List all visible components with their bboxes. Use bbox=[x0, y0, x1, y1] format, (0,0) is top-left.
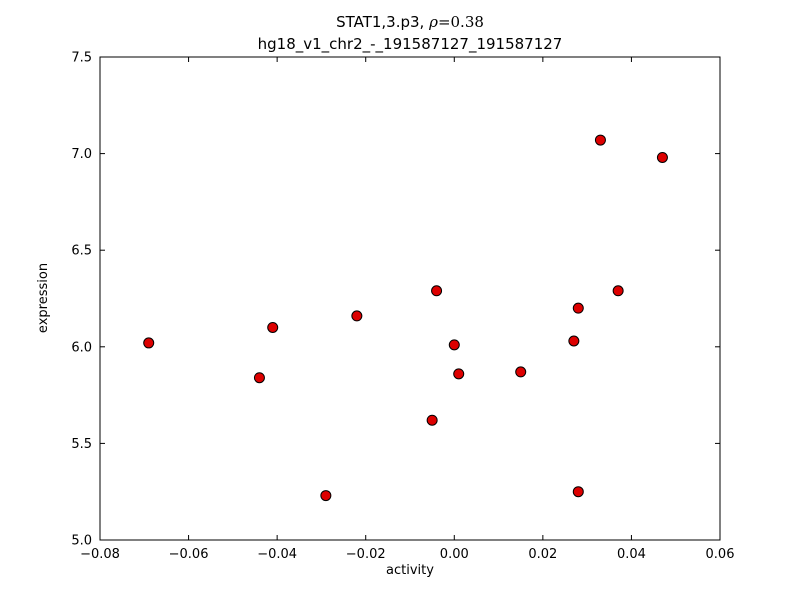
y-tick-label: 6.5 bbox=[71, 244, 92, 259]
rho-symbol: ρ bbox=[428, 13, 438, 31]
data-point bbox=[253, 372, 265, 384]
data-point bbox=[143, 337, 155, 349]
rho-value: =0.38 bbox=[438, 13, 484, 31]
x-axis-label: activity bbox=[386, 563, 434, 578]
data-point bbox=[426, 414, 438, 426]
y-tick-label: 7.5 bbox=[71, 51, 92, 66]
plot-area bbox=[99, 56, 721, 541]
chart-title-prefix: STAT1,3.p3, bbox=[336, 13, 429, 31]
x-tick-label: −0.04 bbox=[257, 547, 297, 562]
data-point bbox=[267, 321, 279, 333]
y-tick-label: 6.0 bbox=[71, 340, 92, 355]
data-points-group bbox=[143, 134, 668, 502]
x-tick-label: 0.02 bbox=[528, 547, 557, 562]
chart-subtitle: hg18_v1_chr2_-_191587127_191587127 bbox=[258, 35, 563, 54]
tick-labels: −0.08 −0.06 −0.04 −0.02 0.00 0.02 0.04 0.06 5.0 5… bbox=[71, 51, 734, 563]
data-point bbox=[448, 339, 460, 351]
data-point bbox=[656, 151, 668, 163]
x-tick-label: −0.02 bbox=[346, 547, 386, 562]
data-point bbox=[351, 310, 363, 322]
x-tick-label: −0.06 bbox=[169, 547, 209, 562]
x-tick-label: 0.00 bbox=[440, 547, 469, 562]
data-point bbox=[612, 285, 624, 297]
y-tick-label: 5.0 bbox=[71, 534, 92, 549]
x-tick-label: 0.06 bbox=[706, 547, 735, 562]
tick-marks bbox=[99, 56, 721, 541]
data-point bbox=[594, 134, 606, 146]
data-point bbox=[515, 366, 527, 378]
data-point bbox=[572, 302, 584, 314]
data-point bbox=[453, 368, 465, 380]
x-tick-label: −0.08 bbox=[80, 547, 120, 562]
data-point bbox=[431, 285, 443, 297]
y-tick-label: 5.5 bbox=[71, 437, 92, 452]
data-point bbox=[320, 490, 332, 502]
x-tick-label: 0.04 bbox=[617, 547, 646, 562]
y-axis-label: expression bbox=[36, 263, 51, 333]
chart-title: STAT1,3.p3, ρ=0.38 bbox=[336, 13, 484, 31]
data-point bbox=[568, 335, 580, 347]
y-tick-label: 7.0 bbox=[71, 147, 92, 162]
data-point bbox=[572, 486, 584, 498]
